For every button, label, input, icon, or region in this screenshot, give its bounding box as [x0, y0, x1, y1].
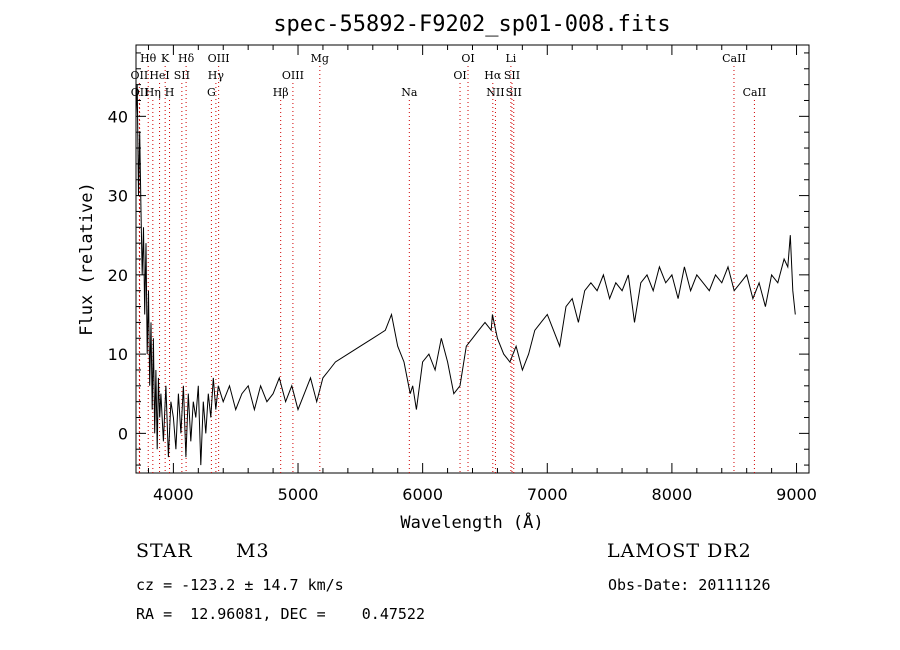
y-tick-label-1: 10: [108, 345, 128, 364]
line-label-20: Hβ: [273, 86, 289, 99]
x-axis-title: Wavelength (Å): [400, 511, 543, 533]
y-tick-label-0: 0: [118, 424, 128, 443]
line-label-18: H: [165, 86, 175, 99]
line-label-17: Hη: [145, 86, 161, 99]
axis-ticks: 4000 5000 6000 7000 8000 9000 0 10 20 30 40: [108, 45, 817, 504]
line-label-0: Hθ: [140, 52, 157, 65]
line-label-19: G: [207, 86, 216, 99]
line-label-23: SII: [506, 86, 522, 99]
object-subclass: M3: [236, 540, 270, 562]
line-label-3: OIII: [208, 52, 230, 65]
line-label-5: OI: [461, 52, 474, 65]
line-label-4: Mg: [311, 52, 329, 65]
x-tick-label-1: 5000: [278, 485, 319, 504]
x-tick-label-5: 9000: [776, 485, 817, 504]
line-label-7: CaII: [722, 52, 746, 65]
line-label-21: Na: [401, 86, 418, 99]
line-label-14: Hα: [484, 69, 502, 82]
line-label-22: NII: [486, 86, 504, 99]
line-label-6: Li: [505, 52, 516, 65]
y-tick-label-3: 30: [108, 187, 128, 206]
line-label-8: OII: [131, 69, 149, 82]
plot-frame: [135, 44, 810, 474]
line-label-16: OII: [131, 86, 149, 99]
x-tick-label-3: 7000: [527, 485, 568, 504]
object-class: STAR: [136, 540, 193, 562]
survey-name: LAMOST DR2: [607, 540, 752, 562]
line-label-15: SII: [504, 69, 520, 82]
line-label-12: OIII: [282, 69, 304, 82]
line-label-2: Hδ: [178, 52, 195, 65]
x-tick-label-2: 6000: [402, 485, 443, 504]
x-tick-label-4: 8000: [652, 485, 693, 504]
y-tick-label-2: 20: [108, 266, 128, 285]
observation-date: Obs-Date: 20111126: [608, 576, 771, 594]
line-label-11: Hγ: [208, 69, 225, 82]
redshift-cz: cz = -123.2 ± 14.7 km/s: [136, 576, 344, 594]
line-label-9: HeI: [149, 69, 169, 82]
y-tick-label-4: 40: [108, 107, 128, 126]
line-label-1: K: [161, 52, 170, 65]
coordinates: RA = 12.96081, DEC = 0.47522: [136, 605, 425, 623]
line-label-13: OI: [453, 69, 466, 82]
spectrum-line: [135, 84, 796, 466]
chart-title: spec-55892-F9202_sp01-008.fits: [273, 12, 670, 37]
line-label-10: SII: [174, 69, 190, 82]
line-label-24: CaII: [743, 86, 767, 99]
x-tick-label-0: 4000: [153, 485, 194, 504]
y-axis-title: Flux (relative): [77, 182, 97, 336]
